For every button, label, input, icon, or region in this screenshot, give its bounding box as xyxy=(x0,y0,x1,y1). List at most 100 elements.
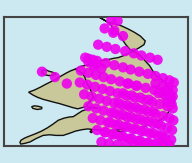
Point xyxy=(84,56,87,59)
Point xyxy=(113,111,116,114)
Point xyxy=(79,69,82,72)
Point xyxy=(140,54,143,57)
Point xyxy=(126,116,129,118)
Point xyxy=(41,70,44,73)
Point xyxy=(170,138,173,141)
Point xyxy=(134,84,137,87)
Point xyxy=(139,140,142,142)
Point xyxy=(113,64,116,67)
Point xyxy=(160,134,163,137)
Point xyxy=(137,140,140,142)
Point xyxy=(170,103,173,105)
Point xyxy=(144,87,147,89)
Point xyxy=(96,129,99,131)
Point xyxy=(156,134,159,137)
Point xyxy=(104,62,107,64)
Point xyxy=(143,108,146,111)
Polygon shape xyxy=(20,18,175,144)
Point xyxy=(161,143,165,146)
Point xyxy=(156,59,159,61)
Point xyxy=(152,110,155,113)
Point xyxy=(100,141,103,143)
Point xyxy=(119,135,122,138)
Point xyxy=(156,143,159,145)
Point xyxy=(129,106,132,109)
Point xyxy=(152,122,155,125)
Point xyxy=(102,109,105,112)
Point xyxy=(139,96,142,99)
Point xyxy=(102,76,105,79)
Point xyxy=(108,90,112,93)
Point xyxy=(164,136,167,139)
Point xyxy=(99,119,102,122)
Point xyxy=(103,131,106,133)
Point xyxy=(128,137,131,140)
Point xyxy=(143,130,146,133)
Point xyxy=(91,117,94,119)
Point xyxy=(117,102,120,104)
Point xyxy=(87,72,90,74)
Point xyxy=(124,50,127,53)
Point xyxy=(166,144,169,147)
Point xyxy=(134,128,137,130)
Point xyxy=(167,93,170,96)
Point xyxy=(138,108,141,111)
Point xyxy=(160,91,163,94)
Point xyxy=(126,126,129,128)
Point xyxy=(93,86,96,88)
Point xyxy=(166,105,169,108)
Point xyxy=(131,128,134,130)
Point xyxy=(113,133,116,136)
Point xyxy=(140,130,143,133)
Point xyxy=(114,48,117,50)
Point xyxy=(167,87,170,89)
Point xyxy=(125,94,128,97)
Point xyxy=(104,131,107,133)
Point xyxy=(122,35,125,37)
Point xyxy=(161,77,165,80)
Point xyxy=(94,63,98,66)
Point xyxy=(127,82,130,85)
Polygon shape xyxy=(117,129,127,132)
Point xyxy=(110,78,113,81)
Point xyxy=(161,115,165,117)
Point xyxy=(170,129,174,131)
Point xyxy=(145,142,148,144)
Point xyxy=(134,118,137,121)
Point xyxy=(94,107,98,110)
Point xyxy=(151,145,154,147)
Point xyxy=(154,82,157,85)
Point xyxy=(125,144,128,147)
Point xyxy=(164,94,167,97)
Point xyxy=(78,81,81,84)
Point xyxy=(169,96,172,99)
Point xyxy=(130,137,133,140)
Point xyxy=(116,92,119,95)
Point xyxy=(158,103,161,105)
Point xyxy=(161,84,165,87)
Point xyxy=(92,65,95,68)
Point xyxy=(154,113,157,115)
Point xyxy=(126,104,129,107)
Point xyxy=(110,20,113,22)
Point xyxy=(100,67,103,70)
Point xyxy=(111,133,114,136)
Point xyxy=(96,60,99,62)
Point xyxy=(113,102,116,104)
Point xyxy=(139,118,142,121)
Point xyxy=(168,117,171,119)
Point xyxy=(157,92,160,95)
Point xyxy=(113,30,116,32)
Point xyxy=(171,107,174,110)
Point xyxy=(138,70,141,73)
Point xyxy=(143,99,146,101)
Point xyxy=(164,143,167,146)
Polygon shape xyxy=(41,70,56,76)
Point xyxy=(122,114,125,116)
Point xyxy=(101,88,104,90)
Point xyxy=(147,142,151,144)
Point xyxy=(130,94,133,97)
Point xyxy=(129,68,132,71)
Point xyxy=(159,144,162,147)
Point xyxy=(83,93,86,96)
